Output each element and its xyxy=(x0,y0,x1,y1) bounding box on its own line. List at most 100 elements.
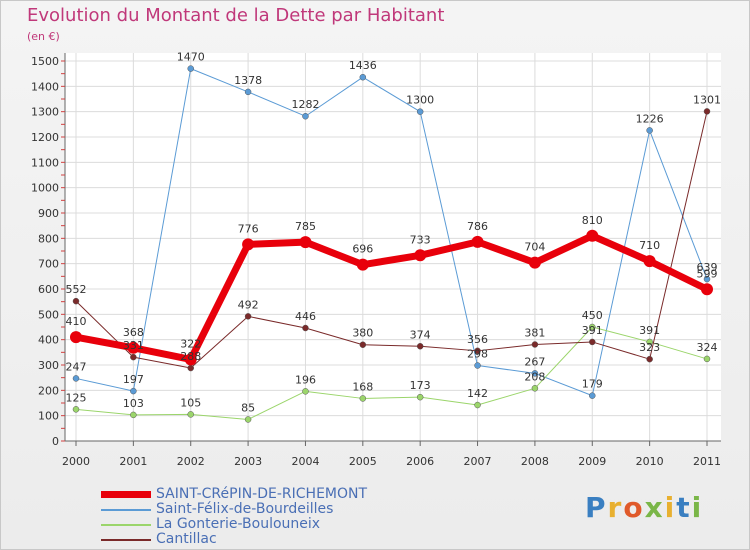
legend-item: Cantillac xyxy=(101,532,367,547)
data-label: 173 xyxy=(410,379,431,392)
data-point xyxy=(703,108,711,115)
y-tick-label: 0 xyxy=(52,435,59,448)
x-tick-label: 2005 xyxy=(349,455,377,468)
y-tick-label: 1200 xyxy=(31,131,59,144)
data-label: 1282 xyxy=(291,98,319,111)
y-tick-label: 300 xyxy=(38,359,59,372)
data-label: 1436 xyxy=(349,59,377,72)
data-label: 322 xyxy=(180,337,201,350)
data-point xyxy=(474,347,481,355)
data-point xyxy=(528,256,541,269)
data-label: 356 xyxy=(467,333,488,346)
x-tick-label: 2006 xyxy=(406,455,434,468)
data-label: 391 xyxy=(639,324,660,337)
data-point xyxy=(359,395,367,402)
data-point xyxy=(359,73,367,81)
y-tick-label: 800 xyxy=(38,232,59,245)
data-label: 374 xyxy=(410,328,431,341)
data-point xyxy=(187,411,194,418)
data-point xyxy=(302,112,309,120)
x-tick-label: 2007 xyxy=(464,455,492,468)
data-point xyxy=(302,324,309,332)
data-point xyxy=(130,353,137,361)
data-label: 785 xyxy=(295,220,316,233)
data-label: 105 xyxy=(180,396,201,409)
data-point xyxy=(187,364,194,372)
data-label: 142 xyxy=(467,387,488,400)
data-label: 704 xyxy=(524,241,545,254)
data-point xyxy=(416,108,424,115)
y-tick-label: 600 xyxy=(38,283,59,296)
legend-swatch-1 xyxy=(101,508,151,511)
data-point xyxy=(187,65,194,72)
legend-item: La Gonterie-Boulouneix xyxy=(101,517,367,532)
data-label: 103 xyxy=(123,397,144,410)
y-tick-label: 1000 xyxy=(31,182,59,195)
y-tick-label: 1300 xyxy=(31,106,59,119)
y-tick-label: 200 xyxy=(38,384,59,397)
data-point xyxy=(127,341,140,354)
data-label: 1301 xyxy=(693,93,721,106)
data-point xyxy=(531,341,539,348)
legend: SAINT-CRéPIN-DE-RICHEMONT Saint-Félix-de… xyxy=(101,487,367,547)
data-label: 197 xyxy=(123,373,144,386)
data-label: 125 xyxy=(66,391,87,404)
logo-letter: t xyxy=(676,491,692,524)
y-tick-label: 1500 xyxy=(31,55,59,68)
x-tick-label: 2001 xyxy=(119,455,147,468)
data-label: 208 xyxy=(524,370,545,383)
line-chart: 0 100 200 300 400 500 600 700 800 900 1000 1100 1200… xyxy=(31,51,721,468)
data-point xyxy=(586,229,599,242)
data-point xyxy=(70,331,82,344)
data-point xyxy=(646,338,653,346)
data-label: 196 xyxy=(295,373,316,386)
data-point xyxy=(244,416,252,423)
data-label: 552 xyxy=(66,283,87,296)
data-point xyxy=(359,341,367,348)
data-point xyxy=(244,88,252,96)
logo-letter: i xyxy=(691,491,704,524)
series-line-2 xyxy=(75,326,708,420)
data-label: 331 xyxy=(123,339,144,352)
data-point xyxy=(531,385,539,392)
data-point xyxy=(646,355,653,363)
data-label: 710 xyxy=(639,239,660,252)
logo-letter: P xyxy=(585,491,608,524)
data-label: 391 xyxy=(582,324,603,337)
logo-letter: r xyxy=(607,491,624,524)
data-point xyxy=(299,236,312,249)
y-tick-label: 400 xyxy=(38,334,59,347)
data-label: 168 xyxy=(352,380,373,393)
data-point xyxy=(72,406,80,413)
y-tick-label: 100 xyxy=(38,410,59,423)
data-point xyxy=(703,355,711,363)
data-label: 810 xyxy=(582,214,603,227)
data-label: 85 xyxy=(241,401,255,414)
data-point xyxy=(184,353,197,366)
data-point xyxy=(130,411,137,419)
data-label: 492 xyxy=(238,298,259,311)
proxiti-logo: Proxiti xyxy=(585,491,703,524)
data-label: 298 xyxy=(467,348,488,361)
series-line-1 xyxy=(75,68,708,397)
data-label: 776 xyxy=(238,222,259,235)
data-label: 323 xyxy=(639,341,660,354)
data-label: 1470 xyxy=(177,51,205,64)
data-point xyxy=(242,238,255,251)
data-label: 368 xyxy=(123,326,144,339)
chart-title: Evolution du Montant de la Dette par Hab… xyxy=(27,5,445,26)
data-point xyxy=(703,275,711,283)
data-point xyxy=(531,370,539,377)
data-point xyxy=(72,375,80,382)
legend-label: La Gonterie-Boulouneix xyxy=(156,516,321,532)
chart-subtitle: (en €) xyxy=(27,30,60,43)
x-tick-label: 2009 xyxy=(578,455,606,468)
data-point xyxy=(701,283,713,296)
x-tick-label: 2003 xyxy=(234,455,262,468)
logo-letter: o xyxy=(623,491,645,524)
y-tick-label: 900 xyxy=(38,207,59,220)
x-tick-label: 2008 xyxy=(521,455,549,468)
data-point xyxy=(244,313,252,320)
data-label: 247 xyxy=(66,360,87,373)
